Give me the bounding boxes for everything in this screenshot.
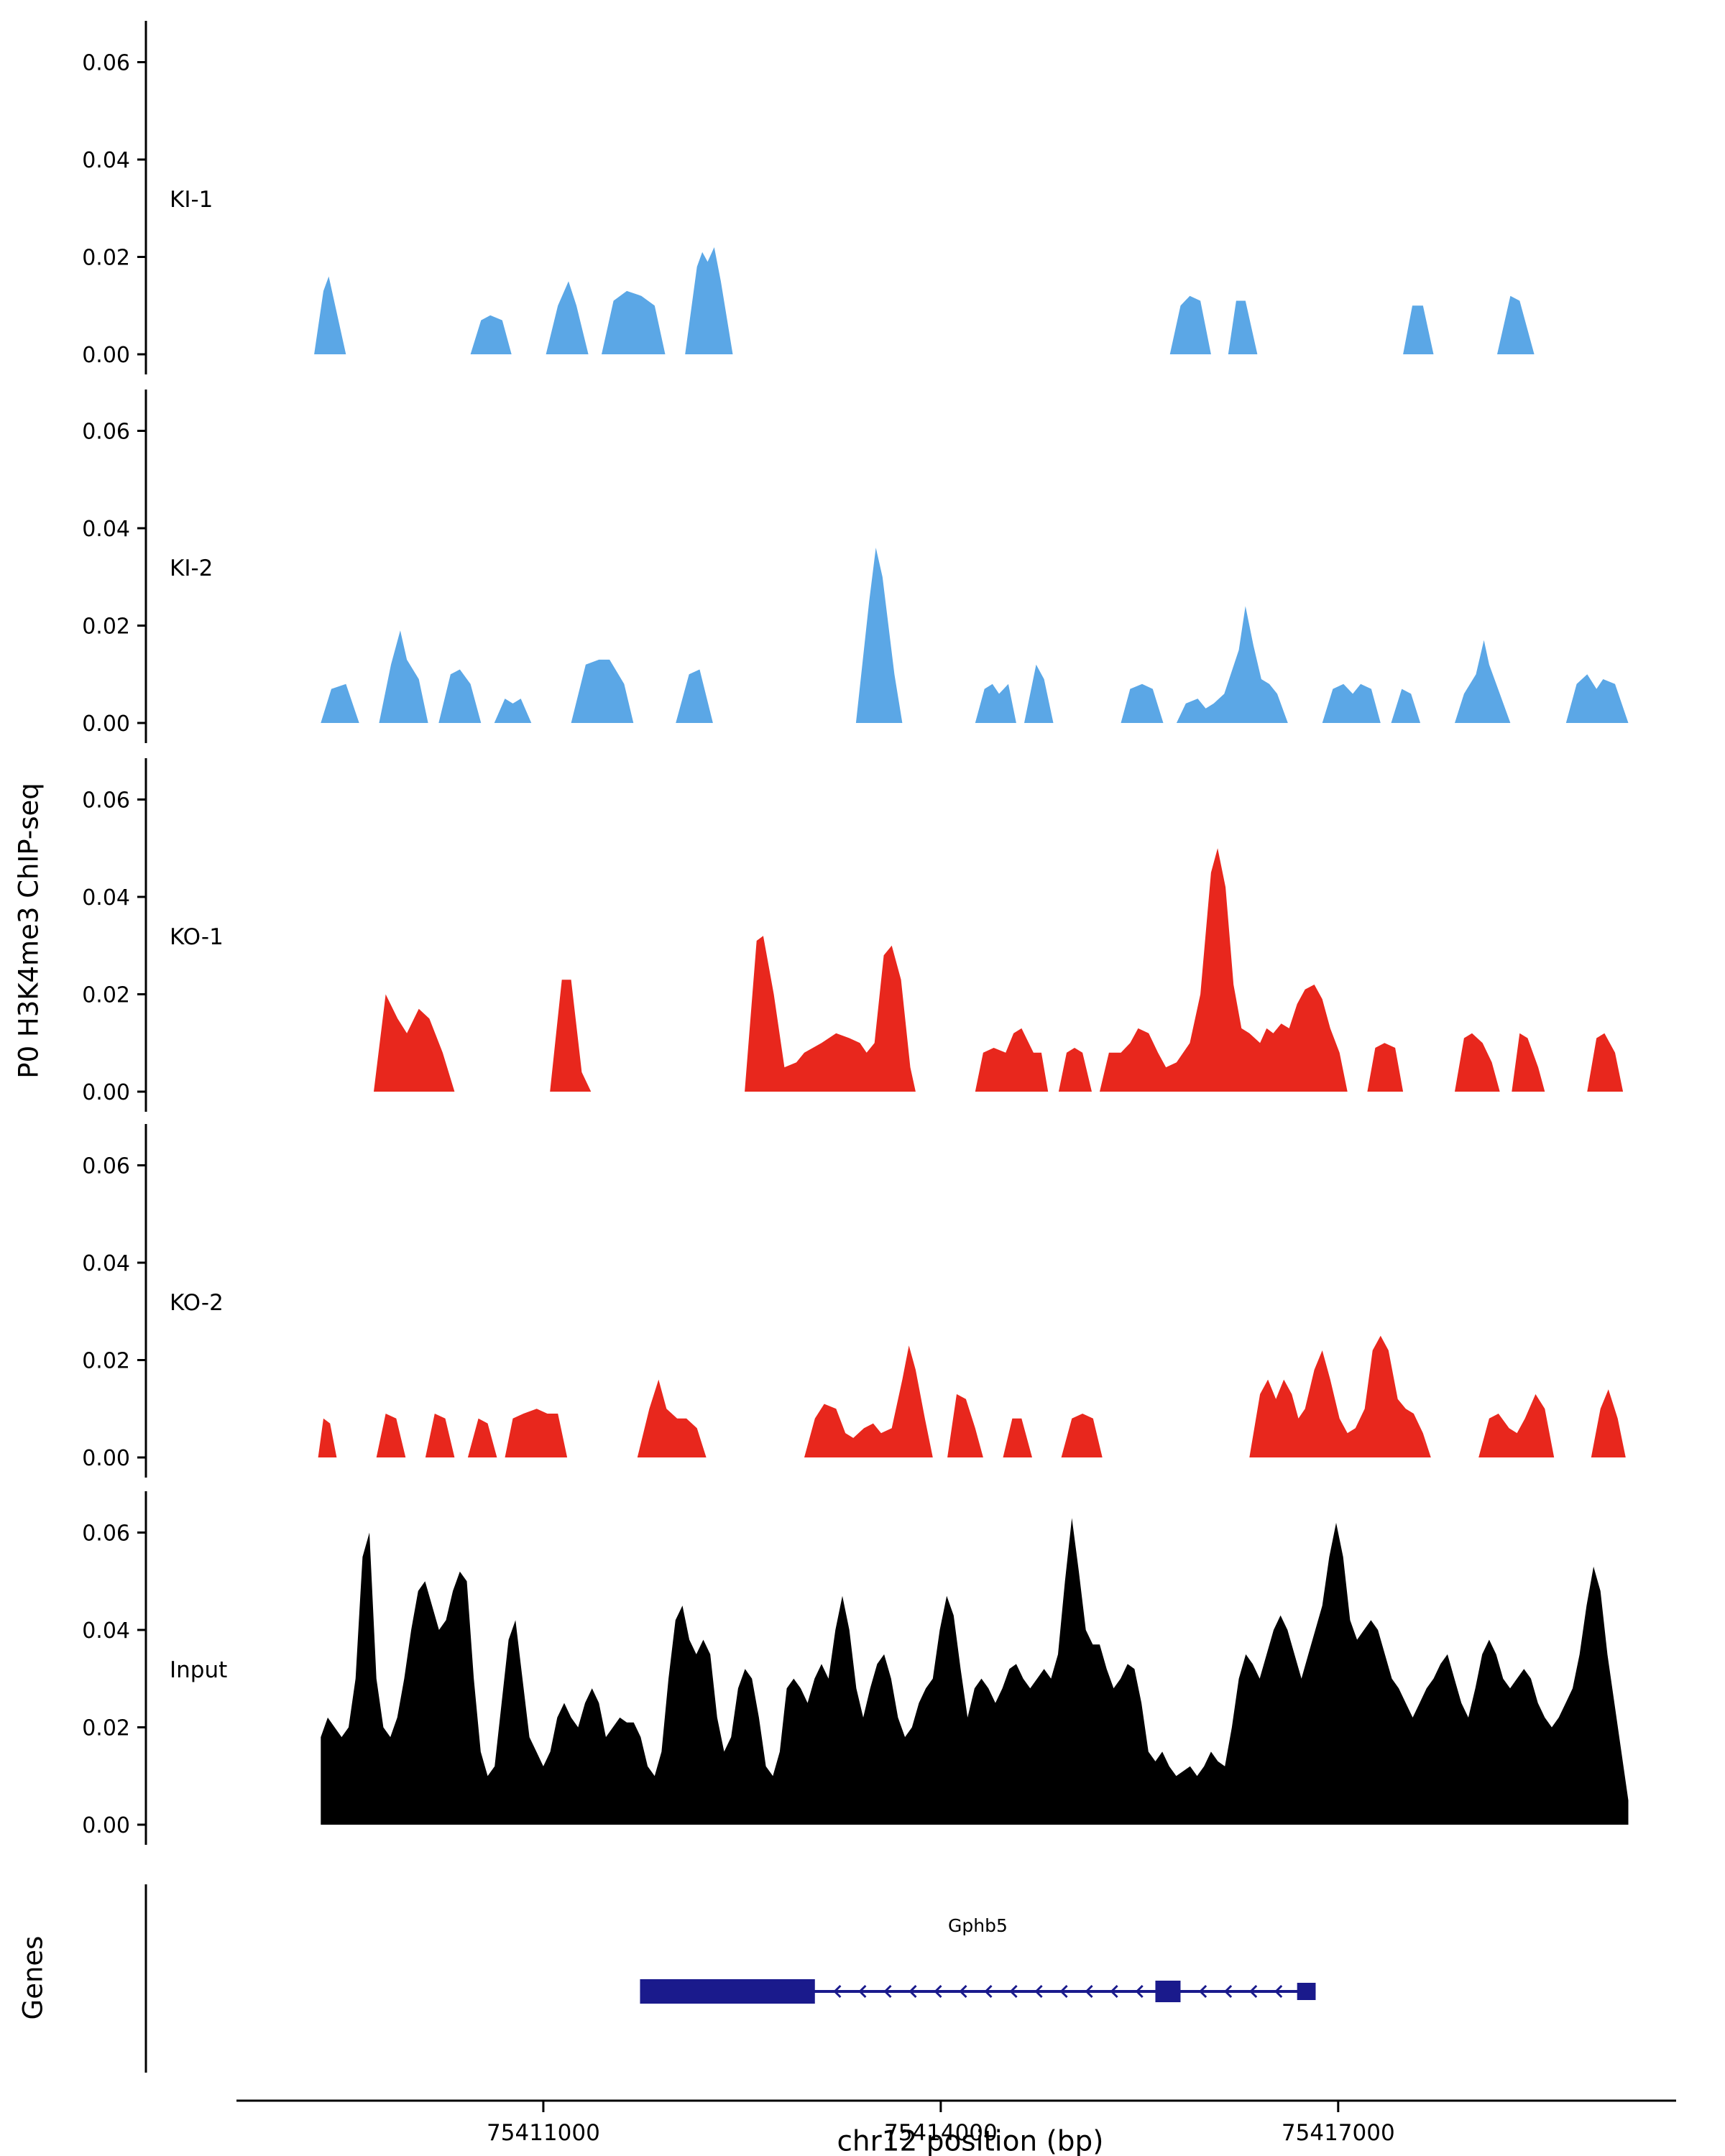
gene-strand-arrow [883,1984,892,1999]
track-label: KI-1 [170,187,213,213]
y-tick-label: 0.00 [82,1813,130,1838]
y-tick-label: 0.04 [82,517,130,542]
track-area-KO-1 [374,848,1624,1092]
track-label: KO-2 [170,1290,224,1316]
y-tick-label: 0.02 [82,983,130,1008]
y-tick-label: 0.04 [82,148,130,173]
track-area-KI-1 [314,247,1535,354]
gene-exon [1155,1981,1181,2002]
genes-track-title: Genes [17,1935,49,2020]
gene-strand-arrow [1135,1984,1144,1999]
x-tick-label: 75414000 [884,2120,998,2146]
y-tick-label: 0.02 [82,246,130,271]
gene-strand-arrow [1059,1984,1068,1999]
track-area-KI-2 [321,548,1629,723]
y-tick-label: 0.00 [82,711,130,737]
track-area-Input [321,1518,1629,1825]
gene-strand-arrow [908,1984,917,1999]
y-tick-label: 0.06 [82,788,130,814]
gene-strand-arrow [934,1984,942,1999]
y-tick-label: 0.02 [82,1716,130,1741]
y-tick-label: 0.00 [82,343,130,368]
gene-strand-arrow [1034,1984,1043,1999]
gene-name-label: Gphb5 [948,1915,1008,1936]
gene-strand-arrow [833,1984,842,1999]
gene-strand-arrow [858,1984,867,1999]
y-tick-label: 0.02 [82,1349,130,1374]
gene-exon [1297,1983,1316,2000]
y-tick-label: 0.06 [82,1154,130,1179]
gene-strand-arrow [1274,1984,1283,1999]
gene-strand-arrow [1110,1984,1118,1999]
track-label: Input [170,1657,227,1683]
y-tick-label: 0.06 [82,420,130,445]
gene-strand-arrow [1085,1984,1093,1999]
track-area-KO-2 [318,1335,1626,1457]
x-tick-label: 75411000 [487,2120,600,2146]
y-tick-label: 0.04 [82,885,130,911]
y-axis-title: P0 H3K4me3 ChIP-seq [13,783,45,1079]
y-tick-label: 0.02 [82,614,130,640]
gene-strand-arrow [1223,1984,1233,1999]
y-tick-label: 0.00 [82,1446,130,1471]
gene-strand-arrow [1249,1984,1258,1999]
gene-strand-arrow [959,1984,967,1999]
gene-exon [640,1979,815,2004]
x-axis-title: chr12 position (bp) [837,2125,1104,2156]
x-tick-label: 75417000 [1282,2120,1395,2146]
y-tick-label: 0.04 [82,1618,130,1644]
track-label: KI-2 [170,556,213,581]
y-tick-label: 0.06 [82,1521,130,1547]
y-tick-label: 0.06 [82,51,130,76]
y-tick-label: 0.04 [82,1251,130,1276]
gene-strand-arrow [1009,1984,1018,1999]
track-label: KO-1 [170,924,224,950]
gene-strand-arrow [1198,1984,1208,1999]
y-tick-label: 0.00 [82,1080,130,1105]
gene-strand-arrow [984,1984,993,1999]
